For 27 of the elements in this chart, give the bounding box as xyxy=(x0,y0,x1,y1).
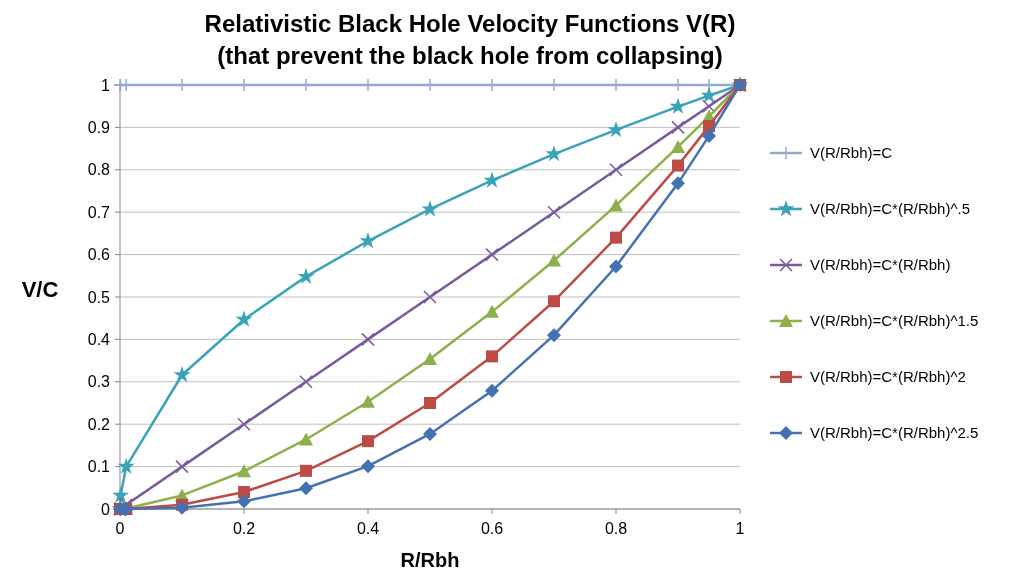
chart-subtitle: (that prevent the black hole from collapsing) xyxy=(217,42,723,69)
x-tick-label: 0.8 xyxy=(604,520,628,537)
y-axis-title: V/C xyxy=(21,277,59,302)
legend-label: V(R/Rbh)=C*(R/Rbh)^2 xyxy=(810,368,966,386)
y-tick-label: 0.3 xyxy=(87,373,111,391)
x-tick-label: 0.2 xyxy=(232,520,256,537)
legend-label: V(R/Rbh)=C xyxy=(810,144,893,162)
y-tick-label: 0 xyxy=(101,500,111,518)
y-tick-label: 0.7 xyxy=(87,203,111,221)
x-tick-label: 0.4 xyxy=(356,520,380,537)
x-tick-label: 1 xyxy=(735,520,745,537)
y-tick-label: 0.6 xyxy=(87,246,111,264)
y-tick-label: 0.8 xyxy=(87,161,111,179)
y-tick-label: 0.5 xyxy=(87,288,111,306)
x-tick-label: 0.6 xyxy=(480,520,504,537)
y-tick-label: 0.2 xyxy=(87,415,111,433)
legend-label: V(R/Rbh)=C*(R/Rbh)^1.5 xyxy=(810,312,979,330)
legend-label: V(R/Rbh)=C*(R/Rbh) xyxy=(810,256,951,274)
y-tick-label: 1 xyxy=(101,76,111,94)
y-tick-label: 0.1 xyxy=(87,458,111,476)
x-tick-label: 0 xyxy=(115,520,125,537)
legend-label: V(R/Rbh)=C*(R/Rbh)^.5 xyxy=(810,200,970,218)
legend-label: V(R/Rbh)=C*(R/Rbh)^2.5 xyxy=(810,424,979,442)
y-tick-label: 0.9 xyxy=(87,119,111,136)
y-tick-label: 0.4 xyxy=(87,331,111,348)
chart-title: Relativistic Black Hole Velocity Functions V(R) xyxy=(204,10,736,37)
x-axis-title: R/Rbh xyxy=(400,549,460,571)
